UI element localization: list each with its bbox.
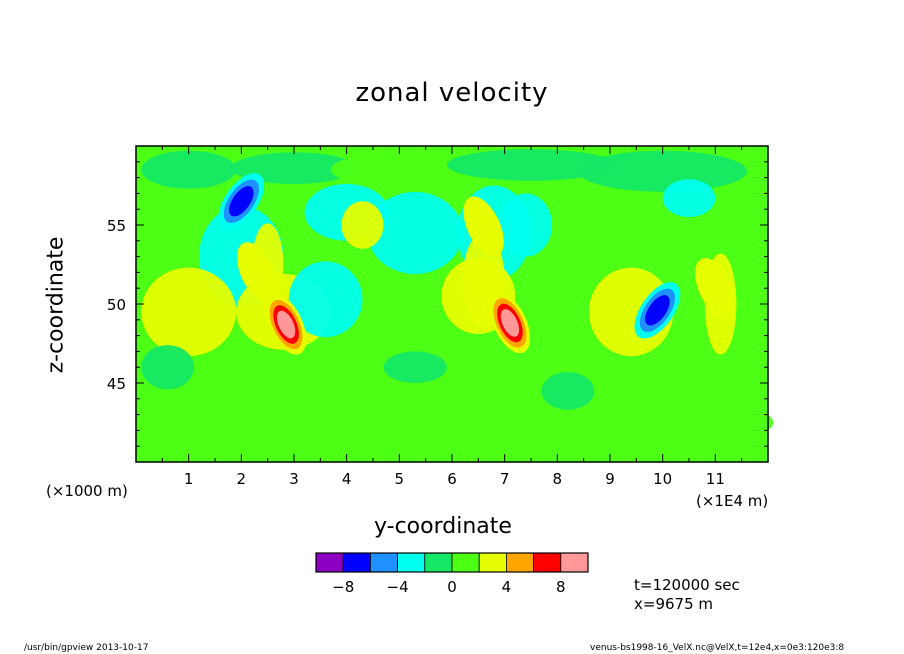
field-patch bbox=[157, 405, 389, 456]
field-patch bbox=[141, 150, 237, 189]
footer-left: /usr/bin/gpview 2013-10-17 bbox=[24, 643, 149, 653]
y-tick-label: 45 bbox=[107, 375, 126, 393]
field-patch bbox=[446, 149, 616, 181]
field-patch bbox=[230, 152, 358, 184]
y-tick-label: 50 bbox=[107, 296, 126, 314]
colorbar-label: 4 bbox=[502, 578, 512, 596]
field-patch bbox=[499, 394, 774, 451]
feature-2 bbox=[500, 309, 520, 337]
colorbar-swatch bbox=[424, 552, 453, 573]
field-patch bbox=[662, 179, 716, 218]
y-axis-title: z-coordinate bbox=[43, 236, 69, 374]
chart-title: zonal velocity bbox=[355, 78, 549, 108]
x-tick-label: 1 bbox=[184, 470, 194, 488]
feature-1 bbox=[276, 310, 296, 339]
colorbar-swatch bbox=[533, 552, 562, 573]
x-tick-label: 6 bbox=[447, 470, 457, 488]
position-info: x=9675 m bbox=[634, 595, 713, 613]
field-patch bbox=[499, 193, 553, 257]
colorbar-label: 0 bbox=[447, 578, 457, 596]
colorbar-swatch bbox=[342, 552, 371, 573]
footer-right: venus-bs1998-16_VelX.nc@VelX,t=12e4,x=0e… bbox=[590, 643, 845, 653]
colorbar-label: −4 bbox=[387, 578, 409, 596]
time-info: t=120000 sec bbox=[634, 576, 740, 594]
colorbar-swatch bbox=[505, 552, 534, 573]
x-unit-right: (×1E4 m) bbox=[696, 492, 769, 510]
x-tick-label: 3 bbox=[289, 470, 299, 488]
colorbar-swatch bbox=[369, 552, 398, 573]
feature-3 bbox=[645, 295, 670, 326]
field-patch bbox=[341, 201, 384, 249]
colorbar-swatch bbox=[315, 552, 344, 573]
x-tick-label: 5 bbox=[395, 470, 405, 488]
y-tick-label: 55 bbox=[107, 217, 126, 235]
colorbar-swatch bbox=[451, 552, 480, 573]
field-patch bbox=[141, 267, 237, 357]
colorbar-swatch bbox=[397, 552, 426, 573]
x-axis-title: y-coordinate bbox=[374, 514, 512, 539]
x-tick-label: 8 bbox=[553, 470, 563, 488]
x-tick-label: 7 bbox=[500, 470, 510, 488]
feature-5 bbox=[463, 196, 504, 257]
x-tick-label: 2 bbox=[237, 470, 247, 488]
feature-6 bbox=[695, 258, 736, 319]
field-patch bbox=[578, 150, 747, 192]
field-patch bbox=[141, 345, 194, 390]
x-tick-label: 4 bbox=[342, 470, 352, 488]
colorbar-swatch bbox=[478, 552, 507, 573]
field-patch bbox=[383, 351, 447, 384]
colorbar-frame bbox=[315, 552, 589, 573]
field-patch bbox=[330, 152, 468, 188]
x-tick-label: 9 bbox=[605, 470, 615, 488]
colorbar-label: −8 bbox=[332, 578, 354, 596]
x-tick-label: 10 bbox=[653, 470, 672, 488]
field-patch bbox=[367, 191, 463, 274]
feature-0 bbox=[229, 186, 254, 217]
x-tick-label: 11 bbox=[706, 470, 725, 488]
field-patch bbox=[541, 371, 595, 410]
colorbar: −8 −4 0 4 8 bbox=[315, 552, 589, 596]
colorbar-label: 8 bbox=[556, 578, 566, 596]
plot-area bbox=[136, 146, 774, 462]
colorbar-swatch bbox=[560, 552, 589, 573]
feature-4 bbox=[236, 242, 278, 303]
field-patch bbox=[288, 261, 363, 338]
x-unit-left: (×1000 m) bbox=[46, 482, 128, 500]
